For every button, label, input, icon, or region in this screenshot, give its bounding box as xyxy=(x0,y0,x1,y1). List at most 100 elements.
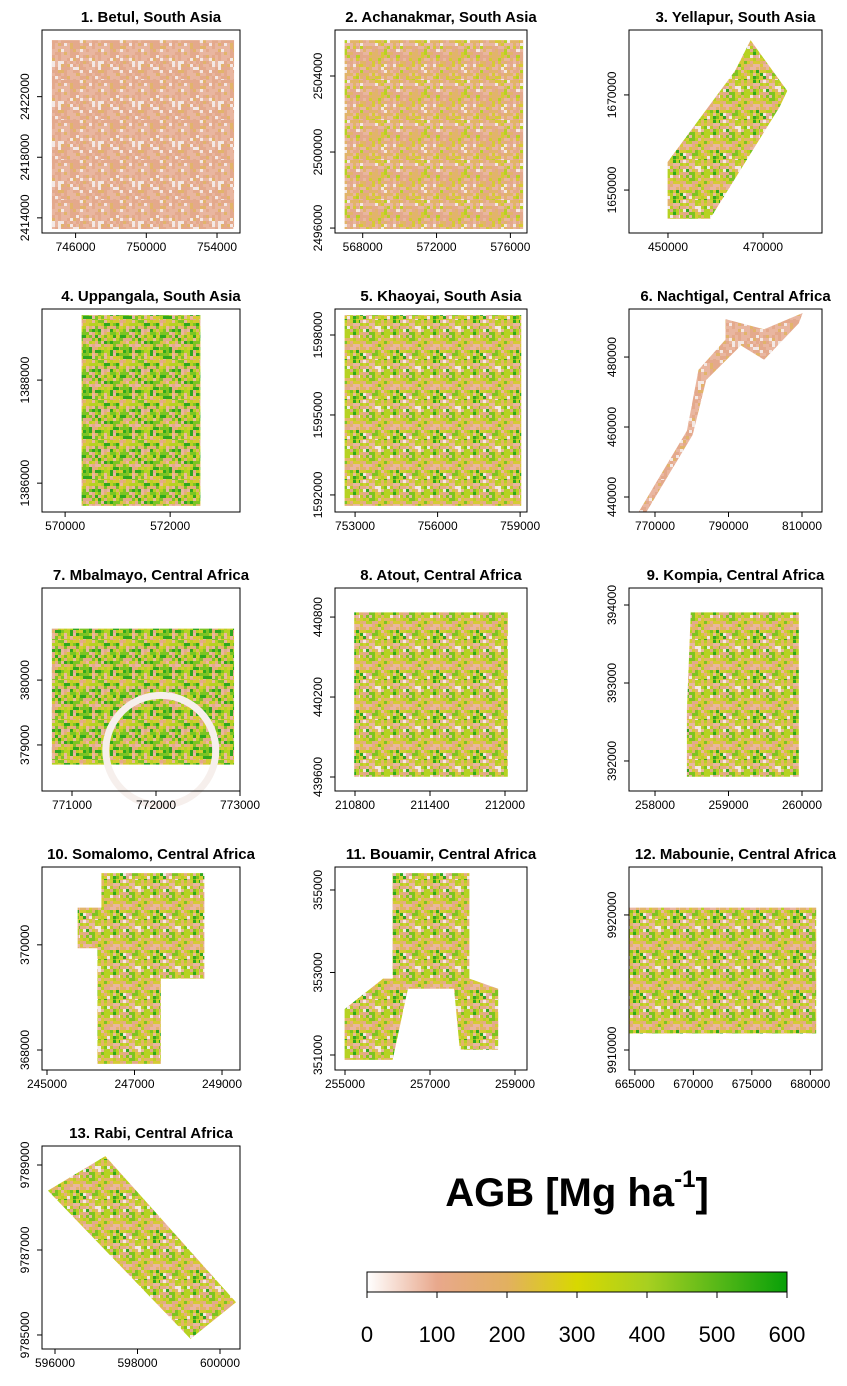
y-tick-label: 1650000 xyxy=(605,166,619,213)
panel-title: 6. Nachtigal, Central Africa xyxy=(640,288,831,305)
raster xyxy=(82,315,201,506)
y-tick-label: 355000 xyxy=(311,870,325,910)
x-tick-label: 675000 xyxy=(732,1077,772,1091)
colorbar-tick-label: 100 xyxy=(419,1322,456,1347)
x-tick-label: 596000 xyxy=(35,1356,75,1370)
x-tick-label: 750000 xyxy=(126,240,166,254)
x-tick-label: 810000 xyxy=(782,519,822,533)
x-tick-label: 770000 xyxy=(635,519,675,533)
y-tick-label: 370000 xyxy=(18,924,32,964)
y-tick-label: 1592000 xyxy=(311,471,325,518)
y-tick-label: 2500000 xyxy=(311,128,325,175)
y-tick-label: 2418000 xyxy=(18,134,32,181)
y-tick-label: 9785000 xyxy=(18,1311,32,1358)
panel-title: 4. Uppangala, South Asia xyxy=(61,288,241,305)
x-tick-label: 754000 xyxy=(197,240,237,254)
colorbar-tick-label: 300 xyxy=(559,1322,596,1347)
legend-title: AGB [Mg ha-1] xyxy=(445,1166,709,1214)
x-tick-label: 759000 xyxy=(500,519,540,533)
y-tick-label: 353000 xyxy=(311,952,325,992)
raster xyxy=(52,40,234,229)
x-tick-label: 259000 xyxy=(495,1077,535,1091)
raster xyxy=(639,313,803,512)
raster xyxy=(78,873,205,1064)
x-tick-label: 258000 xyxy=(635,798,675,812)
y-tick-label: 9789000 xyxy=(18,1141,32,1188)
y-tick-label: 1670000 xyxy=(605,71,619,118)
x-tick-label: 746000 xyxy=(56,240,96,254)
x-tick-label: 450000 xyxy=(648,240,688,254)
x-tick-label: 756000 xyxy=(418,519,458,533)
y-tick-label: 9920000 xyxy=(605,891,619,938)
raster xyxy=(345,873,499,1060)
y-tick-label: 2422000 xyxy=(18,73,32,120)
raster xyxy=(687,612,799,776)
x-tick-label: 249000 xyxy=(202,1077,242,1091)
x-tick-label: 773000 xyxy=(220,798,260,812)
x-tick-label: 790000 xyxy=(708,519,748,533)
y-tick-label: 2504000 xyxy=(311,52,325,99)
map-panel: 1. Betul, South Asia 746000 750000 754000 24… xyxy=(18,9,240,254)
y-tick-label: 394000 xyxy=(605,585,619,625)
raster xyxy=(629,908,816,1034)
x-tick-label: 598000 xyxy=(117,1356,157,1370)
panel-title: 5. Khaoyai, South Asia xyxy=(360,288,522,305)
y-tick-label: 351000 xyxy=(311,1035,325,1075)
x-tick-label: 570000 xyxy=(45,519,85,533)
y-tick-label: 379000 xyxy=(18,725,32,765)
colorbar xyxy=(367,1272,787,1292)
y-tick-label: 1386000 xyxy=(18,459,32,506)
x-tick-label: 210800 xyxy=(335,798,375,812)
x-tick-label: 572000 xyxy=(150,519,190,533)
colorbar-tick-label: 600 xyxy=(769,1322,806,1347)
x-tick-label: 247000 xyxy=(114,1077,154,1091)
y-tick-label: 439600 xyxy=(311,757,325,797)
map-panel: 6. Nachtigal, Central Africa 770000 790000… xyxy=(605,288,831,533)
map-panel: 5. Khaoyai, South Asia 753000 756000 759000… xyxy=(311,288,540,533)
colorbar-tick-label: 500 xyxy=(699,1322,736,1347)
y-tick-label: 9910000 xyxy=(605,1026,619,1073)
x-tick-label: 665000 xyxy=(615,1077,655,1091)
y-tick-label: 1595000 xyxy=(311,391,325,438)
colorbar-tick-label: 400 xyxy=(629,1322,666,1347)
colorbar-tick-label: 200 xyxy=(489,1322,526,1347)
y-tick-label: 380000 xyxy=(18,660,32,700)
panel-title: 7. Mbalmayo, Central Africa xyxy=(53,567,250,584)
y-tick-label: 2496000 xyxy=(311,204,325,251)
legend-title-end: ] xyxy=(695,1171,708,1215)
x-tick-label: 245000 xyxy=(27,1077,67,1091)
x-tick-label: 211400 xyxy=(410,798,449,812)
y-tick-label: 9787000 xyxy=(18,1226,32,1273)
page: {"chart_data": [ {"type": "raster", "tit… xyxy=(0,0,847,1386)
y-tick-label: 1388000 xyxy=(18,356,32,403)
panel-title: 1. Betul, South Asia xyxy=(81,9,222,26)
y-tick-label: 440000 xyxy=(605,477,619,517)
y-tick-label: 460000 xyxy=(605,407,619,447)
y-tick-label: 368000 xyxy=(18,1030,32,1070)
x-tick-label: 576000 xyxy=(490,240,530,254)
x-tick-label: 600000 xyxy=(200,1356,240,1370)
y-tick-label: 480000 xyxy=(605,337,619,377)
map-panel: 11. Bouamir, Central Africa2550002570002… xyxy=(311,846,537,1091)
x-tick-label: 212000 xyxy=(485,798,525,812)
y-tick-label: 392000 xyxy=(605,741,619,781)
raster xyxy=(345,40,524,229)
map-panel: 4. Uppangala, South Asia 570000 572000 1386… xyxy=(18,288,241,533)
y-tick-label: 440200 xyxy=(311,677,325,717)
x-tick-label: 568000 xyxy=(343,240,383,254)
x-tick-label: 470000 xyxy=(743,240,783,254)
x-tick-label: 259000 xyxy=(708,798,748,812)
panel-title: 9. Kompia, Central Africa xyxy=(647,567,825,584)
x-tick-label: 257000 xyxy=(410,1077,450,1091)
x-tick-label: 680000 xyxy=(790,1077,830,1091)
legend-title-text: AGB [Mg ha xyxy=(445,1171,675,1215)
raster xyxy=(668,40,788,219)
raster xyxy=(48,1156,236,1339)
x-tick-label: 572000 xyxy=(417,240,457,254)
x-tick-label: 753000 xyxy=(335,519,375,533)
panel-title: 3. Yellapur, South Asia xyxy=(655,9,816,26)
